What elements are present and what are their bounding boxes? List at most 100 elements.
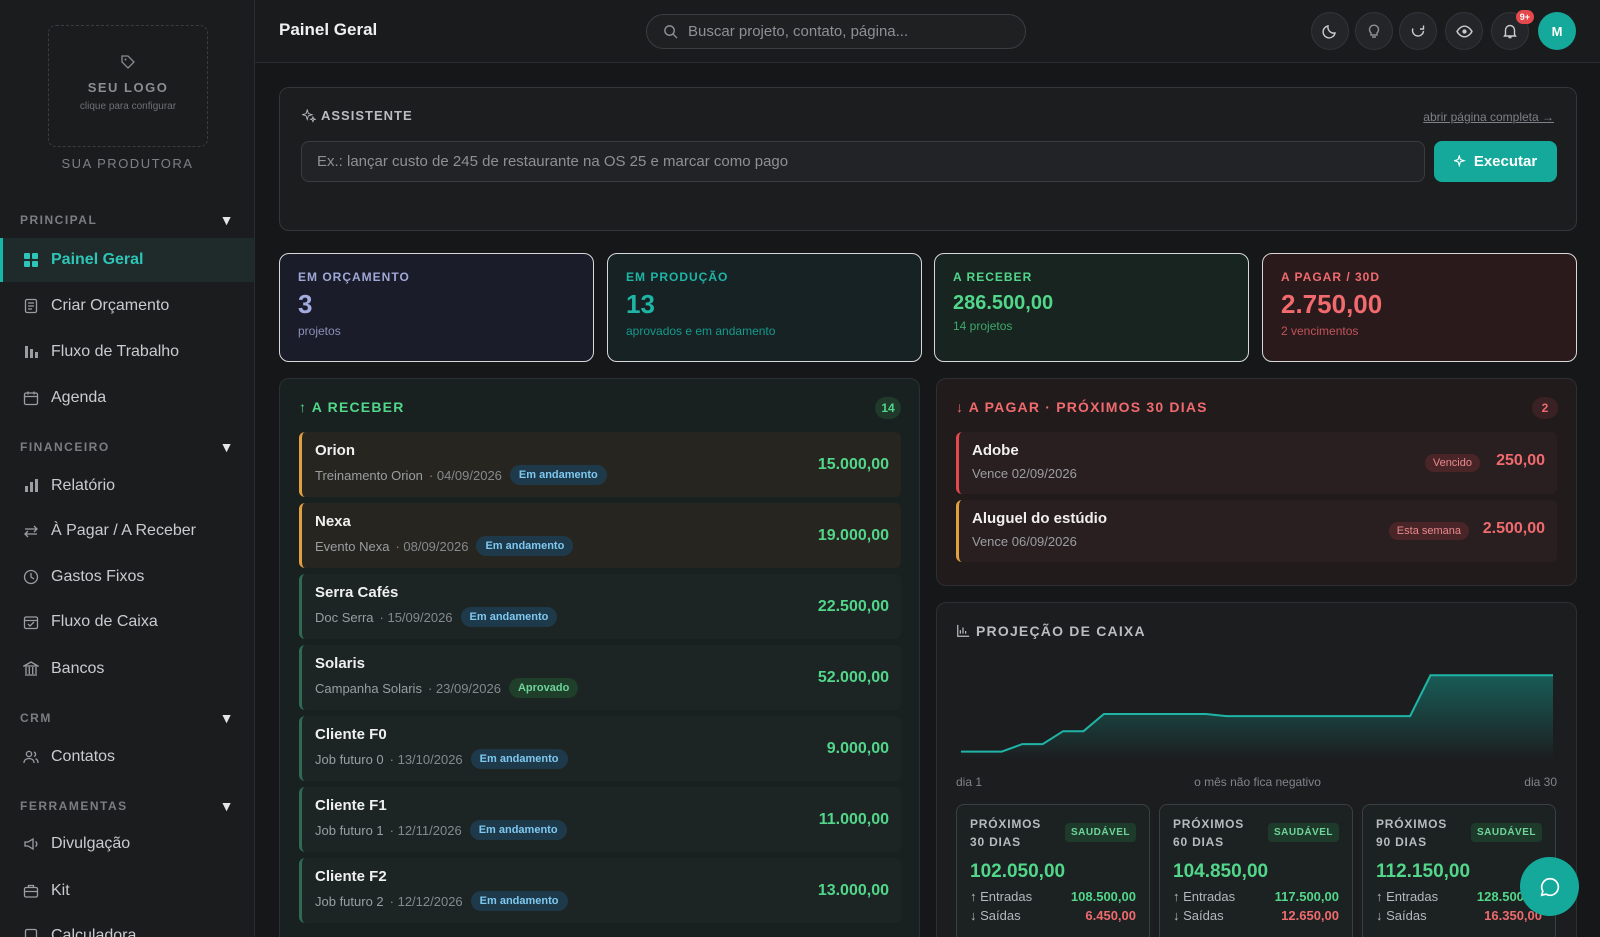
inflow-value: 117.500,00 bbox=[1274, 889, 1339, 904]
due-date: · 08/09/2026 bbox=[395, 538, 469, 554]
item-meta: Job futuro 2 · 12/12/2026 Em andamento bbox=[315, 891, 901, 911]
avatar[interactable]: M bbox=[1538, 12, 1576, 50]
section-crm[interactable]: CRM ▼ bbox=[20, 710, 235, 726]
client-name: Nexa bbox=[315, 513, 351, 530]
sidebar-item-label: Divulgação bbox=[51, 835, 131, 852]
list-item[interactable]: Adobe Vence 02/09/2026 Vencido 250,00 bbox=[956, 432, 1557, 494]
sidebar-item-label: Contatos bbox=[51, 748, 116, 765]
collapse-arrow-icon[interactable]: ▼ bbox=[219, 212, 235, 228]
period-label: PRÓXIMOS 30 DIAS bbox=[970, 817, 1042, 849]
client-name: Cliente F2 bbox=[315, 868, 387, 885]
section-principal[interactable]: PRINCIPAL ▼ bbox=[20, 212, 235, 228]
sidebar-item-criar-orcamento[interactable]: Criar Orçamento bbox=[0, 284, 254, 328]
notifications-button[interactable]: 9+ bbox=[1491, 10, 1534, 50]
bar-chart-icon bbox=[22, 477, 40, 495]
sidebar-item-agenda[interactable]: Agenda bbox=[0, 376, 254, 420]
swap-arrows-icon bbox=[22, 522, 40, 540]
projection-card-90[interactable]: PRÓXIMOS 90 DIAS SAUDÁVEL 112.150,00 ↑ E… bbox=[1362, 804, 1556, 937]
job-desc: Doc Serra bbox=[315, 609, 374, 625]
payables-panel: ↓ A PAGAR · PRÓXIMOS 30 DIAS 2 Adobe Ven… bbox=[936, 378, 1577, 586]
list-item[interactable]: Nexa Evento Nexa · 08/09/2026 Em andamento… bbox=[299, 503, 901, 568]
refresh-button[interactable] bbox=[1399, 12, 1437, 50]
sidebar-item-gastos-fixos[interactable]: Gastos Fixos bbox=[0, 555, 254, 599]
stat-card-pagar[interactable]: A PAGAR / 30D 2.750,00 2 vencimentos bbox=[1262, 253, 1577, 362]
panel-title: PROJEÇÃO DE CAIXA bbox=[976, 623, 1146, 639]
refresh-icon bbox=[1411, 25, 1425, 37]
outflow-label: ↓ Saídas bbox=[1173, 908, 1224, 923]
item-meta: Evento Nexa · 08/09/2026 Em andamento bbox=[315, 536, 901, 556]
inflow-label: ↑ Entradas bbox=[1376, 889, 1439, 904]
calculator-icon bbox=[22, 927, 40, 937]
logo-title: SEU LOGO bbox=[87, 80, 169, 95]
projection-card-30[interactable]: PRÓXIMOS 30 DIAS SAUDÁVEL 102.050,00 ↑ E… bbox=[956, 804, 1150, 937]
list-item[interactable]: Serra Cafés Doc Serra · 15/09/2026 Em anda… bbox=[299, 574, 901, 639]
sparkles-icon bbox=[302, 108, 316, 123]
status-badge: Em andamento bbox=[509, 465, 607, 485]
list-item[interactable]: Cliente F0 Job futuro 0 · 13/10/2026 Em an… bbox=[299, 716, 901, 781]
receivables-panel: ↑ A RECEBER 14 Orion Treinamento Orion · … bbox=[279, 378, 920, 937]
stat-card-producao[interactable]: EM PRODUÇÃO 13 aprovados e em andamento bbox=[607, 253, 922, 362]
client-name: Cliente F1 bbox=[315, 797, 387, 814]
execute-button[interactable]: Executar bbox=[1434, 141, 1557, 182]
stat-sub: aprovados e em andamento bbox=[626, 324, 776, 338]
producer-name: SUA PRODUTORA bbox=[61, 156, 194, 171]
sidebar-item-fluxo-trabalho[interactable]: Fluxo de Trabalho bbox=[0, 330, 254, 374]
search-input[interactable] bbox=[688, 23, 1008, 40]
search-box[interactable] bbox=[646, 14, 1026, 49]
job-desc: Job futuro 1 bbox=[315, 822, 384, 838]
list-item[interactable]: Aluguel do estúdio Vence 06/09/2026 Esta… bbox=[956, 500, 1557, 562]
sidebar-item-label: Bancos bbox=[51, 660, 105, 677]
sidebar-item-divulgacao[interactable]: Divulgação bbox=[0, 822, 254, 866]
open-full-page-link[interactable]: abrir página completa → bbox=[1423, 110, 1554, 124]
collapse-arrow-icon[interactable]: ▼ bbox=[219, 439, 235, 455]
top-bar: Painel Geral 9+ M bbox=[255, 0, 1600, 63]
stat-card-receber[interactable]: A RECEBER 286.500,00 14 projetos bbox=[934, 253, 1249, 362]
period-label: PRÓXIMOS 60 DIAS bbox=[1173, 817, 1245, 849]
sidebar-item-contatos[interactable]: Contatos bbox=[0, 735, 254, 779]
chart-label-start: dia 1 bbox=[956, 775, 983, 789]
sidebar-item-calculadora[interactable]: Calculadora bbox=[0, 914, 254, 937]
section-label: FERRAMENTAS bbox=[20, 799, 128, 813]
outflow-row: ↓ Saídas 12.650,00 bbox=[1173, 908, 1339, 923]
stat-label: A PAGAR / 30D bbox=[1281, 270, 1381, 284]
sidebar-item-fluxo-caixa[interactable]: Fluxo de Caixa bbox=[0, 600, 254, 644]
stat-card-orcamento[interactable]: EM ORÇAMENTO 3 projetos bbox=[279, 253, 594, 362]
list-item[interactable]: Orion Treinamento Orion · 04/09/2026 Em an… bbox=[299, 432, 901, 497]
stat-label: EM PRODUÇÃO bbox=[626, 270, 729, 284]
collapse-arrow-icon[interactable]: ▼ bbox=[219, 710, 235, 726]
period-label: PRÓXIMOS 90 DIAS bbox=[1376, 817, 1448, 849]
sidebar-item-pagar-receber[interactable]: À Pagar / A Receber bbox=[0, 509, 254, 553]
sidebar-item-relatorio[interactable]: Relatório bbox=[0, 464, 254, 508]
status-badge: Esta semana bbox=[1388, 522, 1469, 540]
list-item[interactable]: Cliente F2 Job futuro 2 · 12/12/2026 Em an… bbox=[299, 858, 901, 923]
item-meta: Doc Serra · 15/09/2026 Em andamento bbox=[315, 607, 901, 627]
job-desc: Campanha Solaris bbox=[315, 680, 422, 696]
due-date: · 23/09/2026 bbox=[427, 680, 501, 696]
sidebar-item-label: Painel Geral bbox=[51, 251, 144, 268]
section-financeiro[interactable]: FINANCEIRO ▼ bbox=[20, 439, 235, 455]
section-ferramentas[interactable]: FERRAMENTAS ▼ bbox=[20, 798, 235, 814]
collapse-arrow-icon[interactable]: ▼ bbox=[219, 798, 235, 814]
chat-button[interactable] bbox=[1520, 857, 1579, 916]
status-badge: Em andamento bbox=[469, 820, 567, 840]
tips-button[interactable] bbox=[1355, 12, 1393, 50]
sidebar-item-bancos[interactable]: Bancos bbox=[0, 647, 254, 691]
projection-card-60[interactable]: PRÓXIMOS 60 DIAS SAUDÁVEL 104.850,00 ↑ E… bbox=[1159, 804, 1353, 937]
stat-sub: 2 vencimentos bbox=[1281, 324, 1359, 338]
visibility-button[interactable] bbox=[1445, 12, 1483, 50]
sidebar-item-kit[interactable]: Kit bbox=[0, 869, 254, 913]
sidebar-item-label: Fluxo de Trabalho bbox=[51, 343, 180, 360]
moon-icon bbox=[1322, 25, 1336, 39]
theme-toggle-button[interactable] bbox=[1311, 12, 1349, 50]
projected-balance: 112.150,00 bbox=[1376, 861, 1471, 882]
page-title: Painel Geral bbox=[279, 20, 378, 39]
list-item[interactable]: Solaris Campanha Solaris · 23/09/2026 Apro… bbox=[299, 645, 901, 710]
assistant-command-input[interactable] bbox=[301, 141, 1425, 182]
sidebar-item-painel[interactable]: Painel Geral bbox=[0, 238, 254, 282]
tag-icon bbox=[121, 55, 135, 69]
logo-placeholder[interactable]: SEU LOGO clique para configurar bbox=[48, 25, 208, 147]
list-item[interactable]: Cliente F1 Job futuro 1 · 12/11/2026 Em an… bbox=[299, 787, 901, 852]
client-name: Cliente F0 bbox=[315, 726, 387, 743]
sparkles-icon bbox=[1453, 154, 1466, 167]
job-desc: Job futuro 0 bbox=[315, 751, 384, 767]
